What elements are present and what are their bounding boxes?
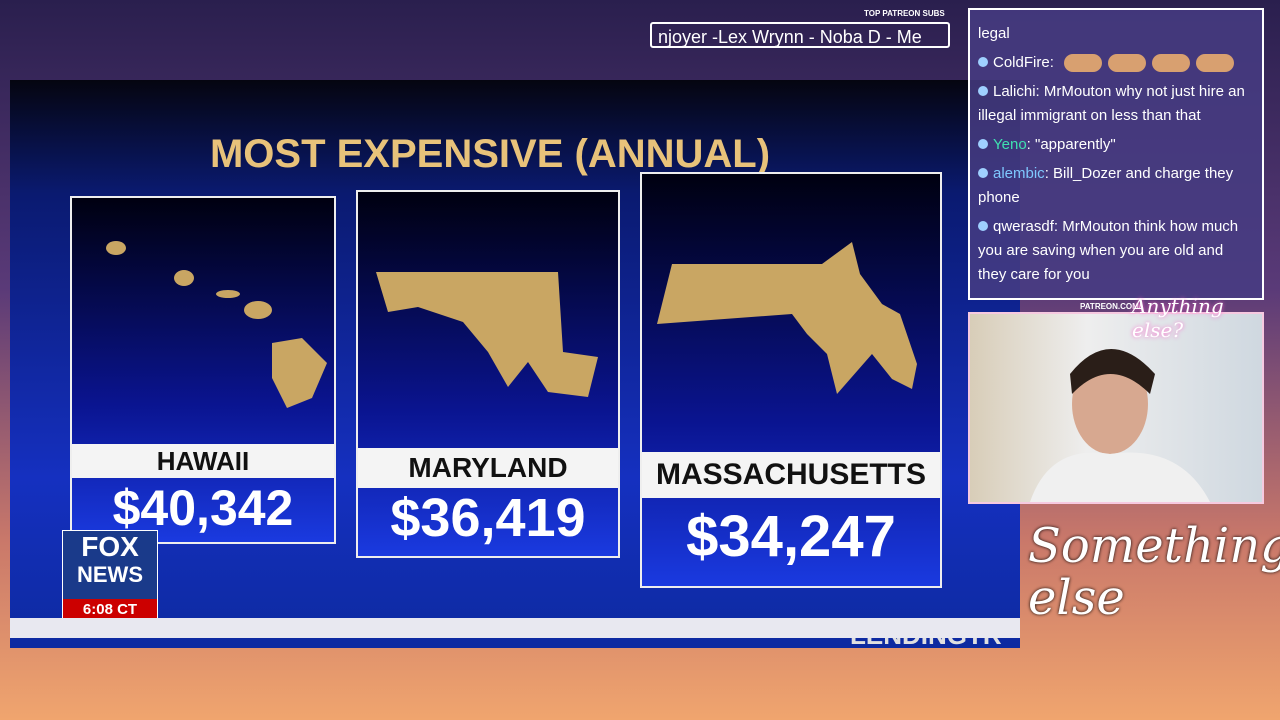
chat-message: Lalichi: MrMouton why not just hire an i… [978,83,1245,124]
emote [1108,54,1147,73]
state-cost: $40,342 [112,480,294,536]
state-cost: $36,419 [390,488,586,548]
state-map [376,272,598,397]
state-name: MASSACHUSETTS [642,452,940,498]
streamer [1030,349,1210,502]
chat-text: "apparently" [1035,136,1116,153]
chat-username: ColdFire [993,54,1050,71]
chat-message: ColdFire: [978,51,1254,75]
chat-badge [978,86,988,96]
state-card: MASSACHUSETTS $34,247 [640,172,942,588]
state-map [106,241,327,408]
chat-badge [978,139,988,149]
patreon-label: TOP PATREON SUBS [864,9,945,18]
chat-message: legal [978,22,1254,46]
state-card: MARYLAND $36,419 [356,190,620,558]
logo-large: Something else [1028,518,1280,626]
emote [1064,54,1103,73]
chat-message: alembic: Bill_Dozer and charge they phon… [978,165,1234,206]
chat-list: legal ColdFire: Lalichi: MrMouton why not… [978,22,1254,292]
video-feed: MOST EXPENSIVE (ANNUAL) HAWAII $40,342 M… [10,80,1020,648]
logo-small: Anything else? [1132,294,1224,342]
network-top: FOX [81,531,139,562]
chat-username: alembic [993,165,1045,182]
state-name: MARYLAND [358,448,618,488]
network-bottom: NEWS [77,562,143,587]
ticker-bar [10,618,1020,638]
chat-badge [978,168,988,178]
chat-badge [978,57,988,67]
chat-badge [978,221,988,231]
emote [1196,54,1235,73]
chat-message: qwerasdf: MrMouton think how much you ar… [978,218,1239,283]
chat-text: MrMouton why not just hire an illegal im… [978,83,1245,124]
chat-text: MrMouton think how much you are saving w… [978,218,1239,283]
chat-username: Yeno [993,136,1027,153]
patreon-ticker: njoyer -Lex Wrynn - Noba D - Me [650,22,950,48]
network-logo: FOX NEWS 6:08 CT [62,530,158,626]
patreon-url: PATREON.COM/ [1080,302,1142,311]
video-title: MOST EXPENSIVE (ANNUAL) [209,132,771,176]
chat-text: legal [978,25,1010,42]
chat-box: legal ColdFire: Lalichi: MrMouton why not… [968,8,1264,300]
state-map [657,242,917,394]
state-card: HAWAII $40,342 [70,196,336,544]
chat-text: Bill_Dozer and charge they phone [978,165,1234,206]
chat-username: qwerasdf [993,218,1054,235]
state-cost: $34,247 [686,504,896,569]
chat-message: Yeno: "apparently" [978,133,1254,157]
state-name: HAWAII [72,444,334,478]
webcam [968,312,1264,504]
emote [1152,54,1191,73]
chat-username: Lalichi [993,83,1036,100]
network-time: 6:08 CT [63,599,157,621]
